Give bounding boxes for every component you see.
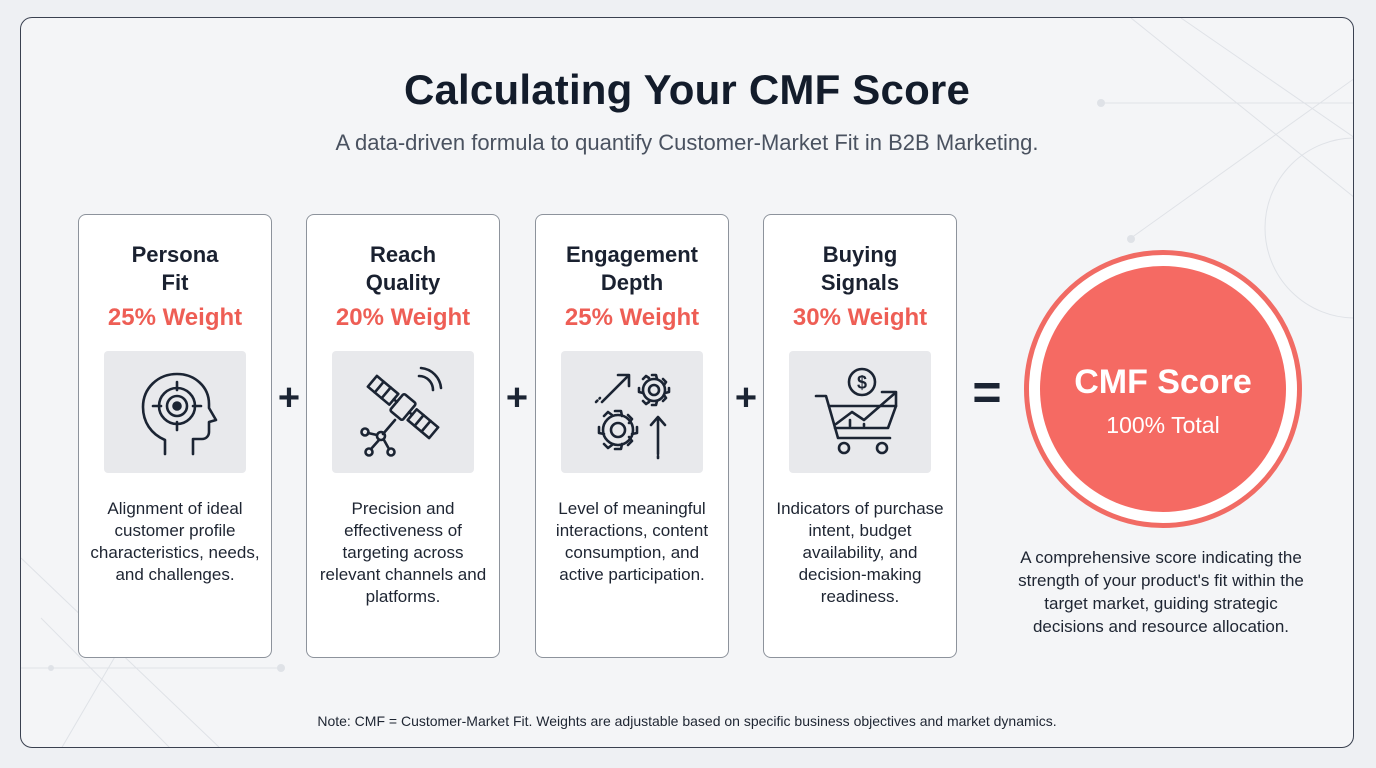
svg-text:$: $ (857, 373, 867, 393)
card-title-line: Fit (161, 270, 189, 295)
card-description: Level of meaningful interactions, conten… (555, 499, 709, 584)
cart-growth-icon: $ (814, 367, 898, 455)
card-title-line: Depth (600, 270, 664, 295)
component-card-persona-fit: Persona Fit 25% Weight Alignment of idea… (78, 214, 272, 658)
card-title: Reach Quality (307, 241, 499, 297)
icon-box: $ (789, 351, 931, 473)
card-weight: 20% Weight (335, 304, 471, 331)
gears-arrows-icon (594, 373, 671, 460)
component-card-buying-signals: Buying Signals 30% Weight $ Indicators o… (763, 214, 957, 658)
card-description: Indicators of purchase intent, budget av… (776, 499, 944, 606)
card-description: Precision and effectiveness of targeting… (319, 499, 487, 606)
cmf-score-total: 100% Total (1106, 412, 1220, 438)
card-title: Buying Signals (764, 241, 956, 297)
card-weight: 25% Weight (564, 304, 700, 331)
icon-box (104, 351, 246, 473)
cmf-score-circle: CMF Score 100% Total (1024, 250, 1302, 528)
infographic-frame: Calculating Your CMF Score A data-driven… (20, 17, 1354, 748)
card-title: Persona Fit (79, 241, 271, 297)
card-title-line: Persona (131, 242, 219, 267)
card-weight: 30% Weight (792, 304, 928, 331)
card-title-line: Signals (820, 270, 900, 295)
card-description: Alignment of ideal customer profile char… (90, 499, 260, 584)
plus-operator: + (734, 377, 758, 419)
icon-box (332, 351, 474, 473)
card-weight: 25% Weight (107, 304, 243, 331)
equals-operator: = (972, 364, 1002, 420)
plus-operator: + (505, 377, 529, 419)
page-title: Calculating Your CMF Score (403, 66, 971, 113)
satellite-network-icon (360, 366, 443, 457)
card-title: Engagement Depth (536, 241, 728, 297)
component-card-engagement-depth: Engagement Depth 25% Weight (535, 214, 729, 658)
cmf-score-description: A comprehensive score indicating the str… (1018, 548, 1304, 636)
card-title-line: Buying (822, 242, 898, 267)
page-subtitle: A data-driven formula to quantify Custom… (335, 130, 1039, 155)
footnote: Note: CMF = Customer-Market Fit. Weights… (317, 713, 1057, 729)
card-title-line: Reach (369, 242, 437, 267)
head-target-icon (141, 372, 218, 456)
plus-operator: + (277, 377, 301, 419)
component-card-reach-quality: Reach Quality 20% Weight (306, 214, 500, 658)
cmf-score-title: CMF Score (1074, 363, 1252, 401)
card-title-line: Engagement (565, 242, 699, 267)
card-title-line: Quality (365, 270, 441, 295)
cmf-score-fill: CMF Score 100% Total (1040, 266, 1286, 512)
icon-box (561, 351, 703, 473)
